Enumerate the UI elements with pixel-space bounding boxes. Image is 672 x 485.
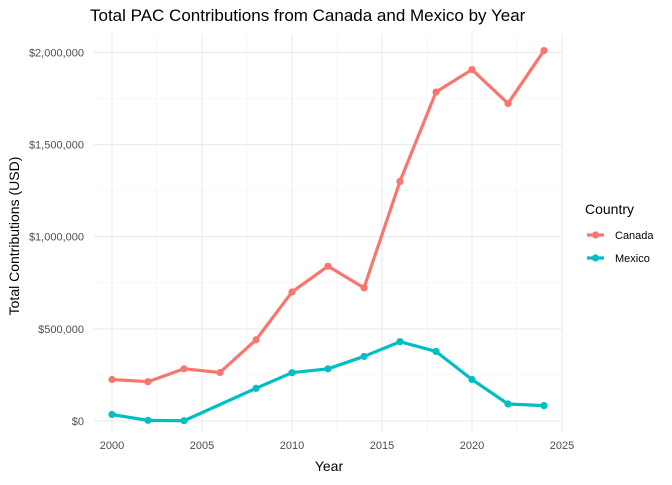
x-tick-label: 2025 xyxy=(550,440,574,452)
legend-title: Country xyxy=(585,201,634,217)
canada-point xyxy=(396,177,404,186)
canada-point xyxy=(216,368,224,377)
x-tick-label: 2015 xyxy=(370,440,394,452)
canada-point xyxy=(468,65,476,74)
y-tick-label: $1,500,000 xyxy=(29,140,84,152)
mexico-point xyxy=(432,347,440,356)
x-tick-label: 2020 xyxy=(460,440,484,452)
canada-series xyxy=(108,46,548,386)
canada-point xyxy=(144,378,152,386)
x-tick-label: 2000 xyxy=(100,440,124,452)
canada-point xyxy=(504,99,512,108)
canada-point xyxy=(288,288,296,296)
canada-point xyxy=(432,88,440,96)
mexico-point xyxy=(324,365,332,373)
x-tick-label: 2010 xyxy=(280,440,304,452)
canada-point xyxy=(252,336,260,344)
mexico-point xyxy=(396,338,404,346)
mexico-point xyxy=(540,402,548,410)
minor-gridlines xyxy=(94,34,562,432)
mexico-line xyxy=(110,340,546,423)
y-tick-label: $2,000,000 xyxy=(29,47,84,59)
mexico-point xyxy=(504,400,512,408)
legend-key-point xyxy=(591,231,600,239)
legend-item-canada: Canada xyxy=(587,230,654,242)
canada-point xyxy=(180,365,188,373)
y-axis-tick-labels: $0 $500,000 $1,000,000 $1,500,000 $2,000,000 xyxy=(29,47,84,428)
x-axis-title: Year xyxy=(315,458,344,474)
legend-label: Mexico xyxy=(615,253,650,265)
mexico-point xyxy=(252,384,260,392)
y-tick-label: $0 xyxy=(72,416,84,428)
x-tick-label: 2005 xyxy=(190,440,214,452)
series-layer xyxy=(108,46,548,425)
mexico-point xyxy=(180,417,188,425)
y-tick-label: $500,000 xyxy=(38,324,84,336)
mexico-point xyxy=(144,416,152,424)
canada-point xyxy=(324,262,332,270)
legend-item-mexico: Mexico xyxy=(587,253,650,265)
y-axis-title: Total Contributions (USD) xyxy=(6,157,22,316)
mexico-series xyxy=(108,338,548,425)
legend-label: Canada xyxy=(615,230,654,242)
y-tick-label: $1,000,000 xyxy=(29,232,84,244)
canada-point xyxy=(540,46,548,55)
legend-items: Canada Mexico xyxy=(587,230,654,265)
x-axis-tick-labels: 2000 2005 2010 2015 2020 2025 xyxy=(100,440,574,452)
chart-title: Total PAC Contributions from Canada and … xyxy=(90,6,526,25)
legend: Country Canada Mexico xyxy=(585,201,654,265)
mexico-point xyxy=(288,369,296,377)
canada-point xyxy=(360,284,368,292)
mexico-point xyxy=(360,352,368,361)
mexico-point xyxy=(108,410,116,419)
legend-key-point xyxy=(591,254,600,262)
mexico-point xyxy=(468,375,476,384)
canada-point xyxy=(108,375,116,384)
plot-panel xyxy=(94,34,563,432)
